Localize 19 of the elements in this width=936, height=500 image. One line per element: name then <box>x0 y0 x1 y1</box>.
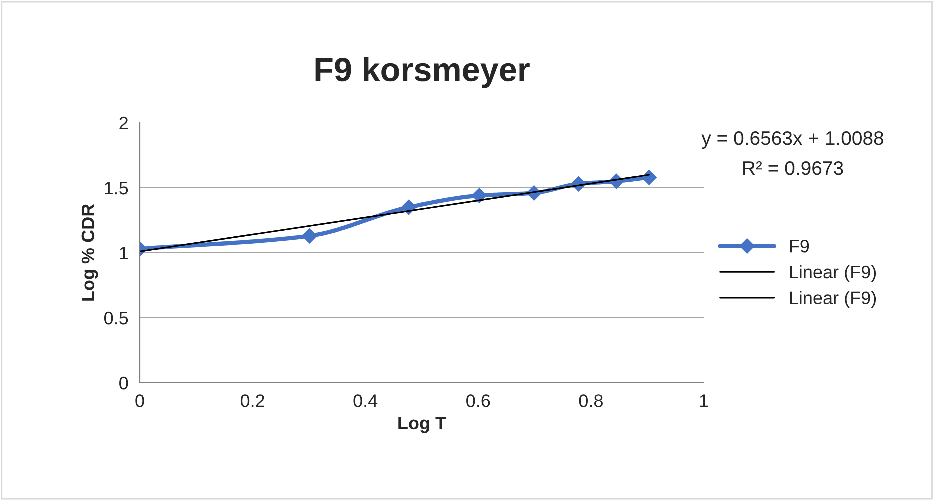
x-axis-title: Log T <box>398 417 446 434</box>
text: R² = 0.9673 <box>744 161 844 176</box>
annotation: y = 0.6563x + 1.0088 <box>702 131 884 150</box>
x-tick-label: 1 <box>700 394 708 408</box>
legend-label: Linear (F9) <box>790 265 876 282</box>
x-tick-label: 0 <box>136 394 144 408</box>
y-tick-label: 0 <box>120 376 128 390</box>
y-axis-title: Log % CDR <box>82 204 98 301</box>
x-tick-label: 0.4 <box>354 394 378 408</box>
y-tick-label: 1 <box>120 247 128 260</box>
legend-label: F9 <box>790 240 810 253</box>
x-tick-label: 0.2 <box>240 394 264 408</box>
x-tick-label: 0.6 <box>466 394 490 408</box>
y-tick-label: 1.5 <box>105 182 128 195</box>
x-tick-label: 0.8 <box>579 394 603 408</box>
chart-title: F9 korsmeyer <box>316 57 530 88</box>
legend-label: Linear (F9) <box>790 291 876 308</box>
y-tick-label: 2 <box>120 116 128 130</box>
y-tick-label: 0.5 <box>104 312 128 325</box>
